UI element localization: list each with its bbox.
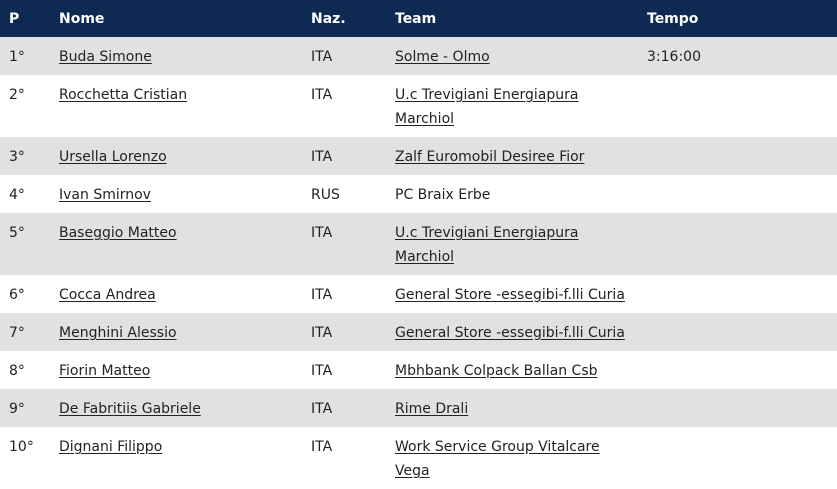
time-cell bbox=[647, 175, 837, 213]
header-position: P bbox=[9, 10, 20, 27]
name-cell: Ivan Smirnov bbox=[59, 175, 311, 213]
team-link[interactable]: Solme - Olmo bbox=[395, 49, 490, 65]
name-cell: De Fabritiis Gabriele bbox=[59, 389, 311, 427]
nationality-cell: ITA bbox=[311, 401, 333, 417]
nationality-cell: ITA bbox=[311, 49, 333, 65]
nationality-cell: RUS bbox=[311, 187, 340, 203]
rider-name-link[interactable]: Baseggio Matteo bbox=[59, 225, 177, 241]
position-cell: 6° bbox=[9, 287, 25, 303]
table-row: 10° Dignani Filippo ITA Work Service Gro… bbox=[0, 427, 837, 489]
header-nationality: Naz. bbox=[311, 10, 346, 27]
position-cell: 9° bbox=[9, 401, 25, 417]
table-row: 4° Ivan Smirnov RUS PC Braix Erbe bbox=[0, 175, 837, 213]
results-table-body: 1° Buda Simone ITA Solme - Olmo 3:16:00 … bbox=[0, 37, 837, 489]
name-cell: Fiorin Matteo bbox=[59, 351, 311, 389]
team-cell: General Store -essegibi-f.lli Curia bbox=[395, 313, 647, 351]
time-cell bbox=[647, 275, 837, 313]
team-cell: General Store -essegibi-f.lli Curia bbox=[395, 275, 647, 313]
nationality-cell: ITA bbox=[311, 325, 333, 341]
nationality-cell: ITA bbox=[311, 363, 333, 379]
time-cell bbox=[647, 313, 837, 351]
header-row: P Nome Naz. Team Tempo bbox=[0, 0, 837, 37]
header-time: Tempo bbox=[647, 10, 699, 27]
position-cell: 7° bbox=[9, 325, 25, 341]
team-cell: PC Braix Erbe bbox=[395, 175, 647, 213]
table-row: 7° Menghini Alessio ITA General Store -e… bbox=[0, 313, 837, 351]
position-cell: 2° bbox=[9, 87, 25, 103]
team-link[interactable]: Rime Drali bbox=[395, 401, 469, 417]
table-row: 3° Ursella Lorenzo ITA Zalf Euromobil De… bbox=[0, 137, 837, 175]
time-cell bbox=[647, 213, 837, 275]
nationality-cell: ITA bbox=[311, 149, 333, 165]
team-link[interactable]: U.c Trevigiani Energiapura Marchiol bbox=[395, 87, 579, 127]
team-cell: Solme - Olmo bbox=[395, 37, 647, 75]
time-cell bbox=[647, 75, 837, 137]
team-link[interactable]: Work Service Group Vitalcare Vega bbox=[395, 439, 600, 479]
team-cell: Work Service Group Vitalcare Vega bbox=[395, 427, 647, 489]
table-row: 1° Buda Simone ITA Solme - Olmo 3:16:00 bbox=[0, 37, 837, 75]
name-cell: Buda Simone bbox=[59, 37, 311, 75]
time-cell: 3:16:00 bbox=[647, 49, 701, 65]
team-link[interactable]: Zalf Euromobil Desiree Fior bbox=[395, 149, 585, 165]
nationality-cell: ITA bbox=[311, 87, 333, 103]
name-cell: Dignani Filippo bbox=[59, 427, 311, 489]
time-cell bbox=[647, 427, 837, 489]
rider-name-link[interactable]: Rocchetta Cristian bbox=[59, 87, 188, 103]
rider-name-link[interactable]: Ursella Lorenzo bbox=[59, 149, 167, 165]
name-cell: Ursella Lorenzo bbox=[59, 137, 311, 175]
team-link[interactable]: U.c Trevigiani Energiapura Marchiol bbox=[395, 225, 579, 265]
nationality-cell: ITA bbox=[311, 439, 333, 455]
position-cell: 1° bbox=[9, 49, 25, 65]
team-link[interactable]: Mbhbank Colpack Ballan Csb bbox=[395, 363, 598, 379]
results-table-header: P Nome Naz. Team Tempo bbox=[0, 0, 837, 37]
position-cell: 4° bbox=[9, 187, 25, 203]
table-row: 5° Baseggio Matteo ITA U.c Trevigiani En… bbox=[0, 213, 837, 275]
time-cell bbox=[647, 137, 837, 175]
rider-name-link[interactable]: Cocca Andrea bbox=[59, 287, 156, 303]
name-cell: Baseggio Matteo bbox=[59, 213, 311, 275]
team-link[interactable]: General Store -essegibi-f.lli Curia bbox=[395, 325, 625, 341]
rider-name-link[interactable]: Fiorin Matteo bbox=[59, 363, 151, 379]
team-cell: Zalf Euromobil Desiree Fior bbox=[395, 137, 647, 175]
rider-name-link[interactable]: Menghini Alessio bbox=[59, 325, 177, 341]
name-cell: Rocchetta Cristian bbox=[59, 75, 311, 137]
time-cell bbox=[647, 389, 837, 427]
time-cell bbox=[647, 351, 837, 389]
name-cell: Cocca Andrea bbox=[59, 275, 311, 313]
rider-name-link[interactable]: Buda Simone bbox=[59, 49, 152, 65]
name-cell: Menghini Alessio bbox=[59, 313, 311, 351]
rider-name-link[interactable]: Ivan Smirnov bbox=[59, 187, 151, 203]
table-row: 9° De Fabritiis Gabriele ITA Rime Drali bbox=[0, 389, 837, 427]
table-row: 6° Cocca Andrea ITA General Store -esseg… bbox=[0, 275, 837, 313]
header-name: Nome bbox=[59, 10, 105, 27]
table-row: 8° Fiorin Matteo ITA Mbhbank Colpack Bal… bbox=[0, 351, 837, 389]
rider-name-link[interactable]: Dignani Filippo bbox=[59, 439, 163, 455]
position-cell: 5° bbox=[9, 225, 25, 241]
team-link[interactable]: General Store -essegibi-f.lli Curia bbox=[395, 287, 625, 303]
nationality-cell: ITA bbox=[311, 287, 333, 303]
header-team: Team bbox=[395, 10, 437, 27]
position-cell: 8° bbox=[9, 363, 25, 379]
nationality-cell: ITA bbox=[311, 225, 333, 241]
team-text: PC Braix Erbe bbox=[395, 187, 491, 203]
team-cell: Mbhbank Colpack Ballan Csb bbox=[395, 351, 647, 389]
position-cell: 10° bbox=[9, 439, 34, 455]
rider-name-link[interactable]: De Fabritiis Gabriele bbox=[59, 401, 201, 417]
team-cell: U.c Trevigiani Energiapura Marchiol bbox=[395, 213, 647, 275]
table-row: 2° Rocchetta Cristian ITA U.c Trevigiani… bbox=[0, 75, 837, 137]
position-cell: 3° bbox=[9, 149, 25, 165]
team-cell: Rime Drali bbox=[395, 389, 647, 427]
team-cell: U.c Trevigiani Energiapura Marchiol bbox=[395, 75, 647, 137]
